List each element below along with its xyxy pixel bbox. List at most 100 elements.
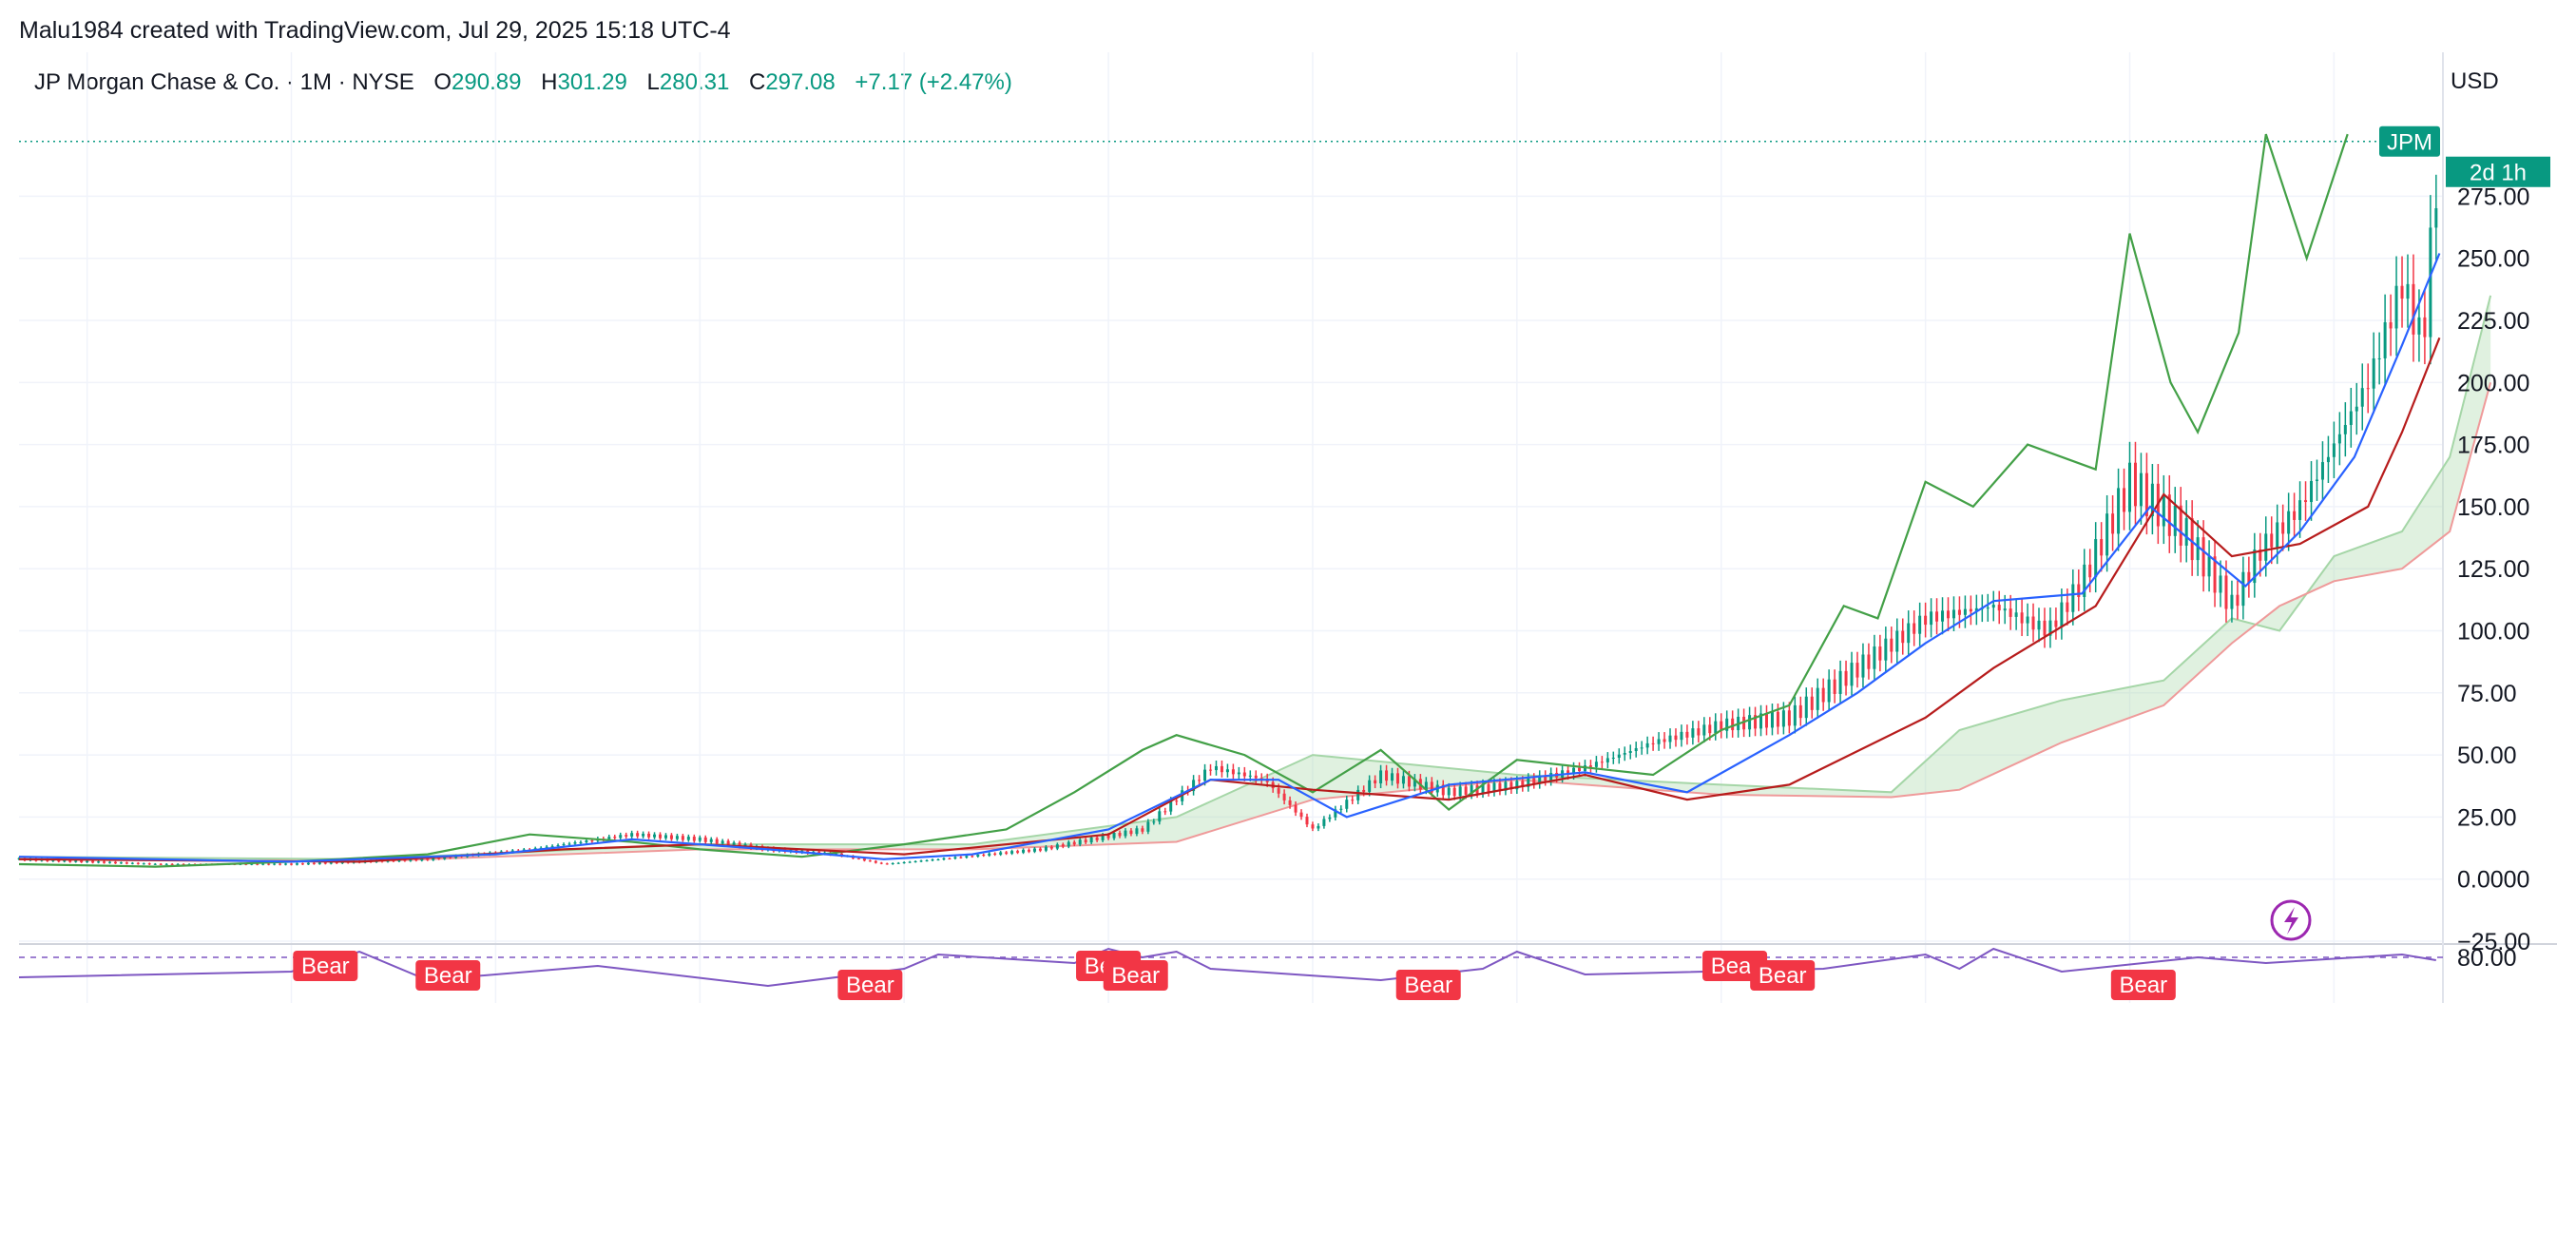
candle-body	[2048, 620, 2052, 636]
candle-body	[556, 845, 560, 847]
low-label: L	[646, 69, 660, 95]
candle-body	[1055, 844, 1059, 849]
price-axis[interactable]: 275.00 250.00 225.00 200.00 175.00 150.00 125.…	[2457, 183, 2530, 972]
candle-body	[1049, 846, 1053, 849]
bear-divergence-label: Bear	[301, 954, 350, 979]
candle-body	[1663, 739, 1666, 742]
candle-body	[971, 856, 974, 858]
candle-body	[698, 837, 702, 841]
price-tick-label: 0.0000	[2457, 867, 2529, 894]
candle-body	[1651, 742, 1655, 744]
candle-body	[874, 860, 877, 863]
candle-body	[2304, 500, 2308, 503]
candle-body	[1776, 711, 1779, 727]
candle-body	[2043, 620, 2047, 636]
candle-body	[510, 850, 514, 853]
candle-body	[130, 862, 134, 864]
candle-body	[948, 858, 952, 859]
candle-body	[2150, 483, 2154, 517]
symbol-legend[interactable]: JP Morgan Chase & Co. · 1M · NYSE O290.8…	[34, 69, 1012, 96]
price-tick-label: 250.00	[2457, 246, 2529, 273]
candle-body	[1118, 832, 1122, 837]
candle-body	[579, 841, 583, 843]
candle-body	[108, 861, 112, 863]
price-tick-label: 175.00	[2457, 433, 2529, 459]
candle-body	[653, 834, 657, 838]
candle-body	[449, 857, 452, 858]
candle-body	[1016, 851, 1020, 853]
price-tick-label: 150.00	[2457, 494, 2529, 521]
candle-body	[1294, 804, 1298, 813]
candle-body	[2377, 357, 2381, 359]
candle-body	[630, 833, 634, 837]
candle-body	[2310, 480, 2314, 503]
candle-body	[103, 861, 106, 863]
symbol-name[interactable]: JP Morgan Chase & Co. · 1M · NYSE	[34, 69, 414, 95]
close-label: C	[748, 69, 766, 95]
candle-body	[1407, 776, 1411, 787]
candle-body	[919, 860, 923, 862]
candle-body	[147, 863, 151, 865]
candle-body	[2400, 285, 2404, 299]
candle-body	[2253, 550, 2257, 584]
candle-body	[2190, 518, 2194, 561]
candle-body	[1146, 821, 1150, 832]
open-label: O	[433, 69, 452, 95]
candle-body	[636, 833, 640, 837]
candle-body	[1288, 800, 1292, 805]
candle-body	[170, 863, 174, 865]
candle-body	[663, 835, 667, 839]
candle-body	[2429, 227, 2432, 337]
candle-body	[2207, 556, 2211, 577]
price-tick-label: 100.00	[2457, 619, 2529, 646]
candle-body	[1112, 832, 1116, 839]
bear-divergence-label: Bear	[424, 963, 472, 989]
candle-body	[1175, 800, 1179, 802]
lightning-icon	[2270, 899, 2312, 941]
candle-body	[1628, 751, 1632, 753]
candle-body	[1697, 728, 1701, 736]
candle-body	[86, 860, 89, 862]
candle-body	[2315, 479, 2318, 481]
candle-body	[2105, 513, 2109, 556]
candle-body	[68, 859, 72, 862]
currency-selector[interactable]: USD	[2451, 68, 2499, 94]
candle-body	[2184, 518, 2188, 546]
candle-body	[1913, 623, 1916, 634]
candle-body	[1748, 715, 1752, 730]
candle-body	[659, 834, 663, 839]
candle-body	[1855, 663, 1859, 678]
oscillator-tick-label: 80.00	[2457, 945, 2517, 972]
candle-body	[1594, 762, 1598, 767]
candle-body	[1941, 610, 1945, 622]
candle-body	[1549, 772, 1553, 781]
candle-body	[1441, 784, 1445, 796]
candle-body	[1867, 654, 1871, 669]
candle-body	[409, 858, 413, 861]
indicator-lines	[18, 133, 2443, 868]
candle-body	[2167, 494, 2171, 536]
candle-body	[1158, 811, 1162, 822]
candle-body	[2264, 533, 2268, 561]
candle-body	[2406, 283, 2410, 299]
candle-body	[1884, 638, 1888, 661]
countdown-badge-label: 2d 1h	[2470, 161, 2527, 186]
candle-body	[2270, 533, 2274, 548]
candle-body	[896, 862, 900, 864]
candle-body	[607, 837, 611, 839]
candle-body	[1464, 786, 1468, 795]
candle-body	[2196, 537, 2200, 561]
ichimoku-cloud	[18, 295, 2492, 863]
candle-body	[1930, 611, 1933, 626]
candle-body	[2077, 584, 2081, 597]
candle-body	[1481, 783, 1485, 794]
candle-body	[1509, 781, 1513, 790]
candle-body	[414, 858, 418, 861]
candle-body	[1515, 781, 1519, 790]
candle-body	[2332, 443, 2336, 457]
senkou-b-line	[18, 382, 2492, 863]
oscillator-line	[18, 947, 2436, 988]
candle-body	[1918, 615, 1922, 634]
candle-body	[1951, 609, 1955, 619]
